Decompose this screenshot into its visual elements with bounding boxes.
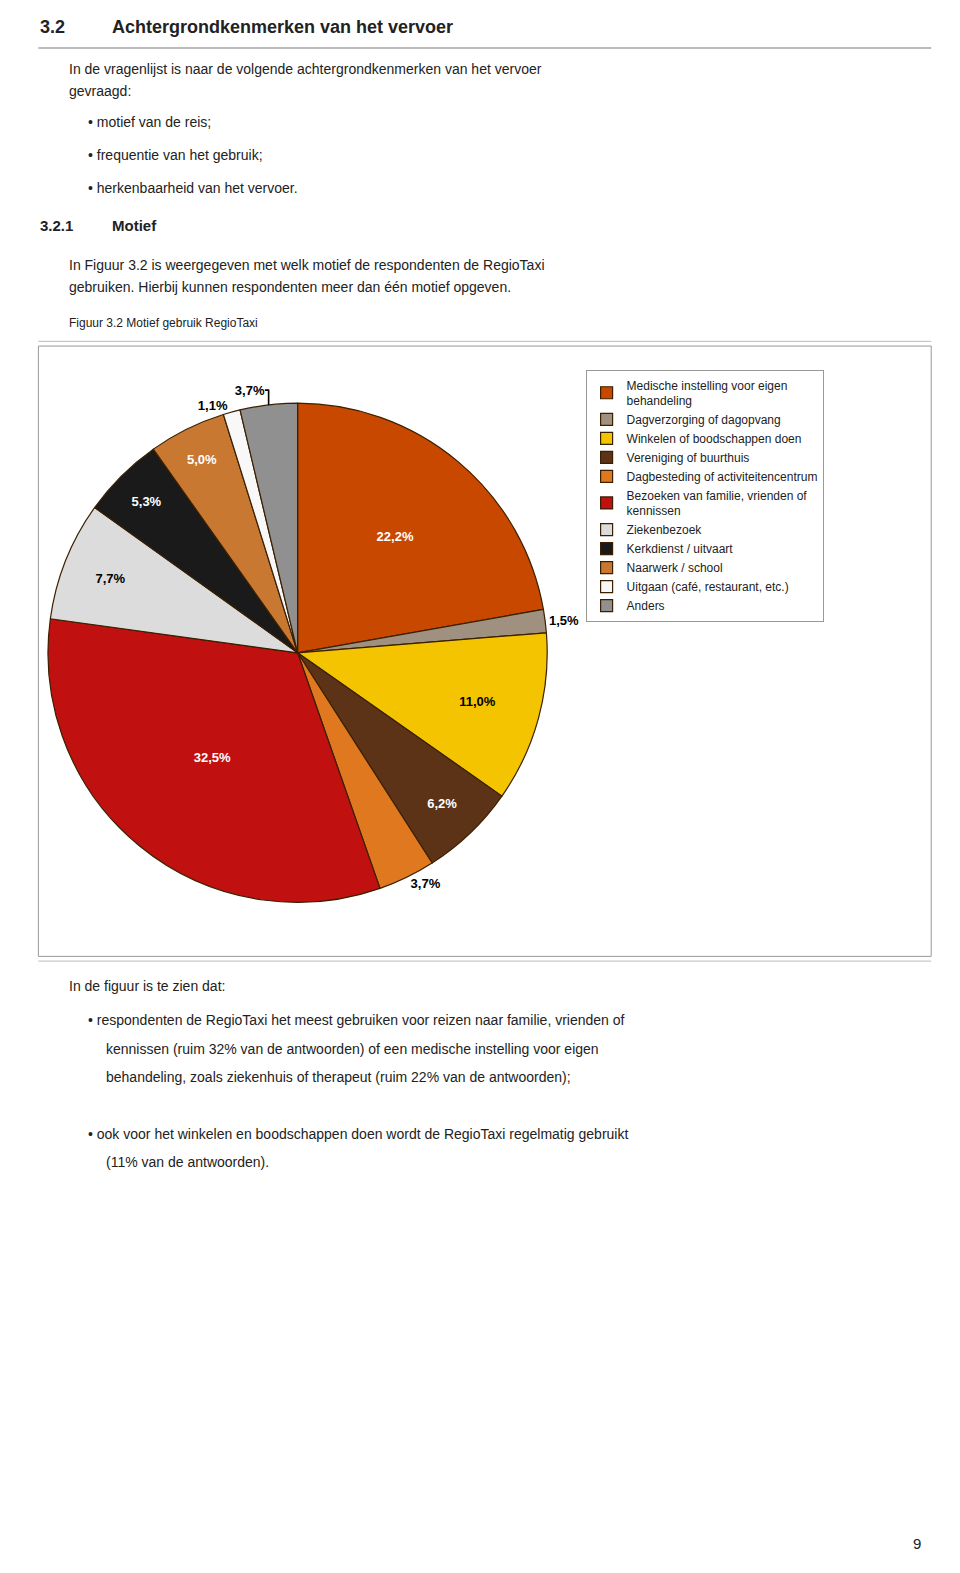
svg-text:11,0%: 11,0%	[459, 694, 496, 709]
svg-text:Uitgaan (café, restaurant, etc: Uitgaan (café, restaurant, etc.)	[627, 580, 789, 594]
svg-text:gevraagd:: gevraagd:	[69, 83, 131, 99]
svg-text:Achtergrondkenmerken van het v: Achtergrondkenmerken van het vervoer	[112, 17, 453, 37]
svg-text:Bezoeken van familie, vrienden: Bezoeken van familie, vrienden ofkenniss…	[627, 489, 808, 519]
svg-text:3,7%: 3,7%	[411, 876, 441, 891]
svg-text:9: 9	[913, 1535, 921, 1552]
svg-text:7,7%: 7,7%	[96, 571, 126, 586]
svg-text:Winkelen of boodschappen doen: Winkelen of boodschappen doen	[627, 432, 802, 446]
svg-text:In de vragenlijst is naar de v: In de vragenlijst is naar de volgende ac…	[69, 61, 542, 77]
svg-text:(11% van de antwoorden).: (11% van de antwoorden).	[106, 1154, 269, 1170]
svg-text:• ook voor het winkelen en boo: • ook voor het winkelen en boodschappen …	[88, 1126, 628, 1142]
svg-text:Figuur 3.2 Motief gebruik Regi: Figuur 3.2 Motief gebruik RegioTaxi	[69, 316, 258, 330]
svg-text:Vereniging of buurthuis: Vereniging of buurthuis	[627, 451, 750, 465]
svg-text:3.2.1: 3.2.1	[40, 217, 73, 234]
svg-text:Naarwerk / school: Naarwerk / school	[627, 561, 723, 575]
svg-text:5,0%: 5,0%	[187, 452, 217, 467]
svg-text:behandeling, zoals ziekenhuis: behandeling, zoals ziekenhuis of therape…	[106, 1069, 571, 1085]
svg-text:• frequentie van het gebruik;: • frequentie van het gebruik;	[88, 147, 263, 163]
svg-text:1,1%: 1,1%	[198, 398, 228, 413]
svg-text:3,7%: 3,7%	[235, 383, 265, 398]
svg-text:In de figuur is te zien dat:: In de figuur is te zien dat:	[69, 978, 225, 994]
svg-text:Anders: Anders	[627, 599, 665, 613]
svg-text:32,5%: 32,5%	[194, 750, 231, 765]
svg-text:kennissen (ruim 32% van de ant: kennissen (ruim 32% van de antwoorden) o…	[106, 1041, 599, 1057]
svg-text:3.2: 3.2	[40, 17, 65, 37]
svg-text:• respondenten de RegioTaxi he: • respondenten de RegioTaxi het meest ge…	[88, 1012, 625, 1028]
svg-text:Dagbesteding of activiteitence: Dagbesteding of activiteitencentrum	[627, 470, 818, 484]
svg-text:Dagverzorging of dagopvang: Dagverzorging of dagopvang	[627, 413, 781, 427]
svg-text:Ziekenbezoek: Ziekenbezoek	[627, 523, 703, 537]
svg-text:1,5%: 1,5%	[549, 613, 579, 628]
svg-text:22,2%: 22,2%	[377, 529, 414, 544]
svg-text:5,3%: 5,3%	[132, 494, 162, 509]
svg-text:• herkenbaarheid van het vervo: • herkenbaarheid van het vervoer.	[88, 180, 298, 196]
svg-text:Medische instelling voor eigen: Medische instelling voor eigenbehandelin…	[627, 379, 788, 409]
svg-text:Motief: Motief	[112, 217, 157, 234]
svg-text:In Figuur 3.2 is weergegeven m: In Figuur 3.2 is weergegeven met welk mo…	[69, 257, 545, 273]
svg-text:• motief van de reis;: • motief van de reis;	[88, 114, 211, 130]
svg-text:6,2%: 6,2%	[427, 796, 457, 811]
svg-text:Kerkdienst / uitvaart: Kerkdienst / uitvaart	[627, 542, 734, 556]
svg-text:gebruiken. Hierbij kunnen resp: gebruiken. Hierbij kunnen respondenten m…	[69, 279, 511, 295]
